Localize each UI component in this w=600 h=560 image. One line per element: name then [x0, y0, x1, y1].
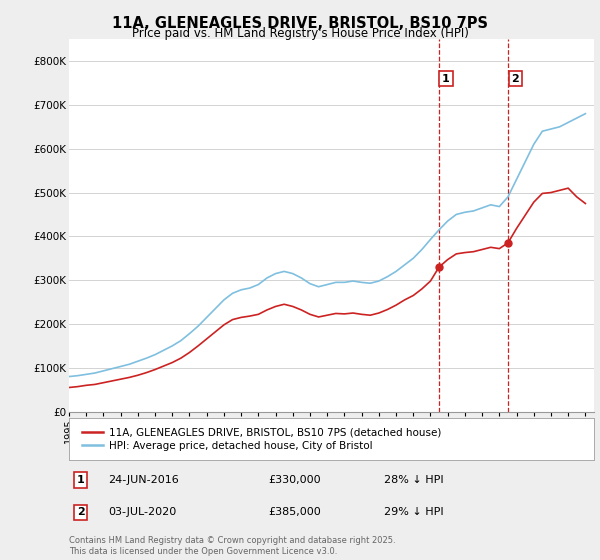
Text: £385,000: £385,000: [269, 507, 321, 517]
Text: 24-JUN-2016: 24-JUN-2016: [109, 475, 179, 486]
Text: 28% ↓ HPI: 28% ↓ HPI: [384, 475, 443, 486]
Text: £330,000: £330,000: [269, 475, 321, 486]
Legend: 11A, GLENEAGLES DRIVE, BRISTOL, BS10 7PS (detached house), HPI: Average price, d: 11A, GLENEAGLES DRIVE, BRISTOL, BS10 7PS…: [77, 422, 447, 456]
Text: 03-JUL-2020: 03-JUL-2020: [109, 507, 176, 517]
Text: 29% ↓ HPI: 29% ↓ HPI: [384, 507, 443, 517]
Text: 2: 2: [77, 507, 85, 517]
Text: 2: 2: [512, 73, 519, 83]
Text: 11A, GLENEAGLES DRIVE, BRISTOL, BS10 7PS: 11A, GLENEAGLES DRIVE, BRISTOL, BS10 7PS: [112, 16, 488, 31]
Text: Price paid vs. HM Land Registry's House Price Index (HPI): Price paid vs. HM Land Registry's House …: [131, 27, 469, 40]
Text: 1: 1: [77, 475, 85, 486]
Text: Contains HM Land Registry data © Crown copyright and database right 2025.
This d: Contains HM Land Registry data © Crown c…: [69, 536, 395, 556]
Text: 1: 1: [442, 73, 450, 83]
